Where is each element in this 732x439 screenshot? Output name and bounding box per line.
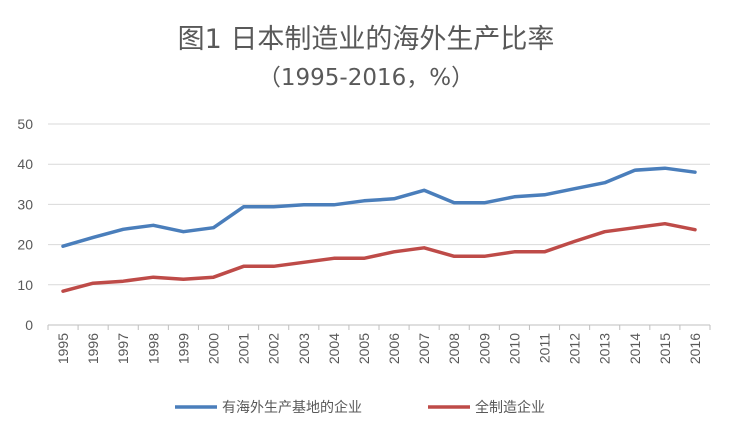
- x-tick-label: 1997: [115, 333, 131, 364]
- x-tick-label: 2015: [657, 333, 673, 364]
- x-tick-label: 2000: [206, 333, 222, 364]
- x-tick-label: 2014: [627, 333, 643, 364]
- y-tick-label: 40: [17, 156, 33, 172]
- chart-title: 图1 日本制造业的海外生产比率: [178, 24, 555, 55]
- x-tick-label: 2016: [687, 333, 703, 364]
- x-tick-label: 1996: [85, 333, 101, 364]
- series: [61, 166, 697, 293]
- y-tick-label: 10: [17, 277, 33, 293]
- x-tick-label: 2006: [386, 333, 402, 364]
- x-tick-label: 2002: [266, 333, 282, 364]
- x-tick-label: 2003: [296, 333, 312, 364]
- series-line-0: [61, 166, 697, 248]
- y-tick-label: 50: [17, 116, 33, 132]
- y-tick-label: 20: [17, 237, 33, 253]
- series-line-1: [61, 221, 697, 293]
- x-tick-label: 2012: [567, 333, 583, 364]
- legend-label-0: 有海外生产基地的企业: [222, 399, 362, 416]
- legend: 有海外生产基地的企业 全制造企业: [175, 399, 545, 416]
- x-tick-label: 2009: [476, 333, 492, 364]
- x-tick-label: 2011: [537, 333, 553, 363]
- y-tick-label: 0: [25, 317, 33, 333]
- x-axis-ticks: 1995 1996 1997 1998 1999 2000 2001 2002 2003 2004…: [47, 324, 711, 364]
- legend-label-1: 全制造企业: [475, 399, 545, 416]
- chart-subtitle: （1995-2016，%）: [258, 65, 474, 91]
- x-tick-label: 2004: [326, 333, 342, 364]
- y-axis-ticks: 0 10 20 30 40 50: [17, 116, 33, 333]
- x-tick-label: 1998: [145, 333, 161, 364]
- x-tick-label: 1995: [55, 333, 71, 364]
- x-tick-label: 2007: [416, 333, 432, 364]
- x-tick-label: 2001: [236, 333, 252, 364]
- x-tick-label: 2008: [446, 333, 462, 364]
- x-tick-label: 2013: [597, 333, 613, 364]
- x-tick-label: 2005: [356, 333, 372, 364]
- x-tick-label: 1999: [175, 333, 191, 364]
- x-tick-label: 2010: [506, 333, 522, 364]
- y-tick-label: 30: [17, 196, 33, 212]
